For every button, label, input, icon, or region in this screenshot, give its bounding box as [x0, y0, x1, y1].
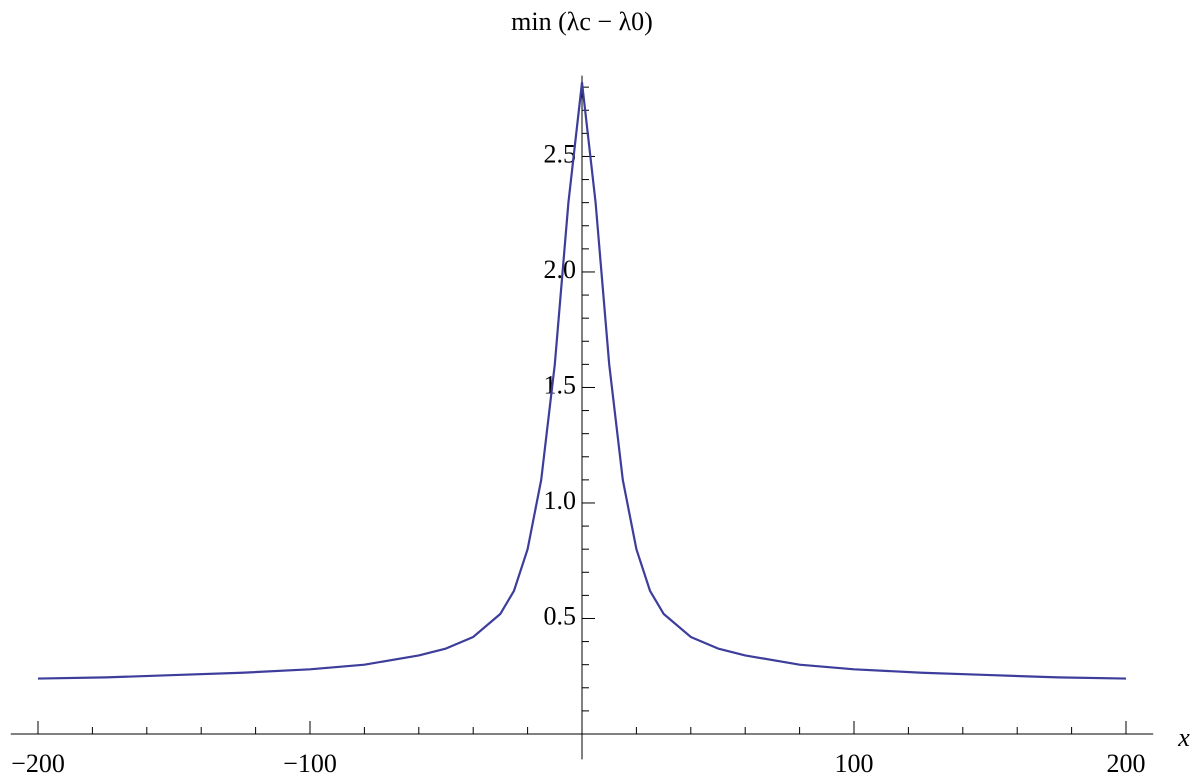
x-tick-label: 100 — [835, 749, 874, 778]
y-tick-label: 1.5 — [544, 370, 577, 399]
x-tick-label: 200 — [1107, 749, 1146, 778]
data-line — [37, 81, 1127, 680]
y-tick-label: 2.5 — [544, 139, 577, 168]
x-axis-label: x — [1177, 723, 1190, 752]
y-tick-label: 2.0 — [544, 255, 577, 284]
chart-title: min (λc − λ0) — [511, 7, 653, 36]
y-tick-label: 0.5 — [544, 601, 577, 630]
x-tick-label: −100 — [283, 749, 337, 778]
y-tick-label: 1.0 — [544, 486, 577, 515]
x-tick-label: −200 — [11, 749, 65, 778]
